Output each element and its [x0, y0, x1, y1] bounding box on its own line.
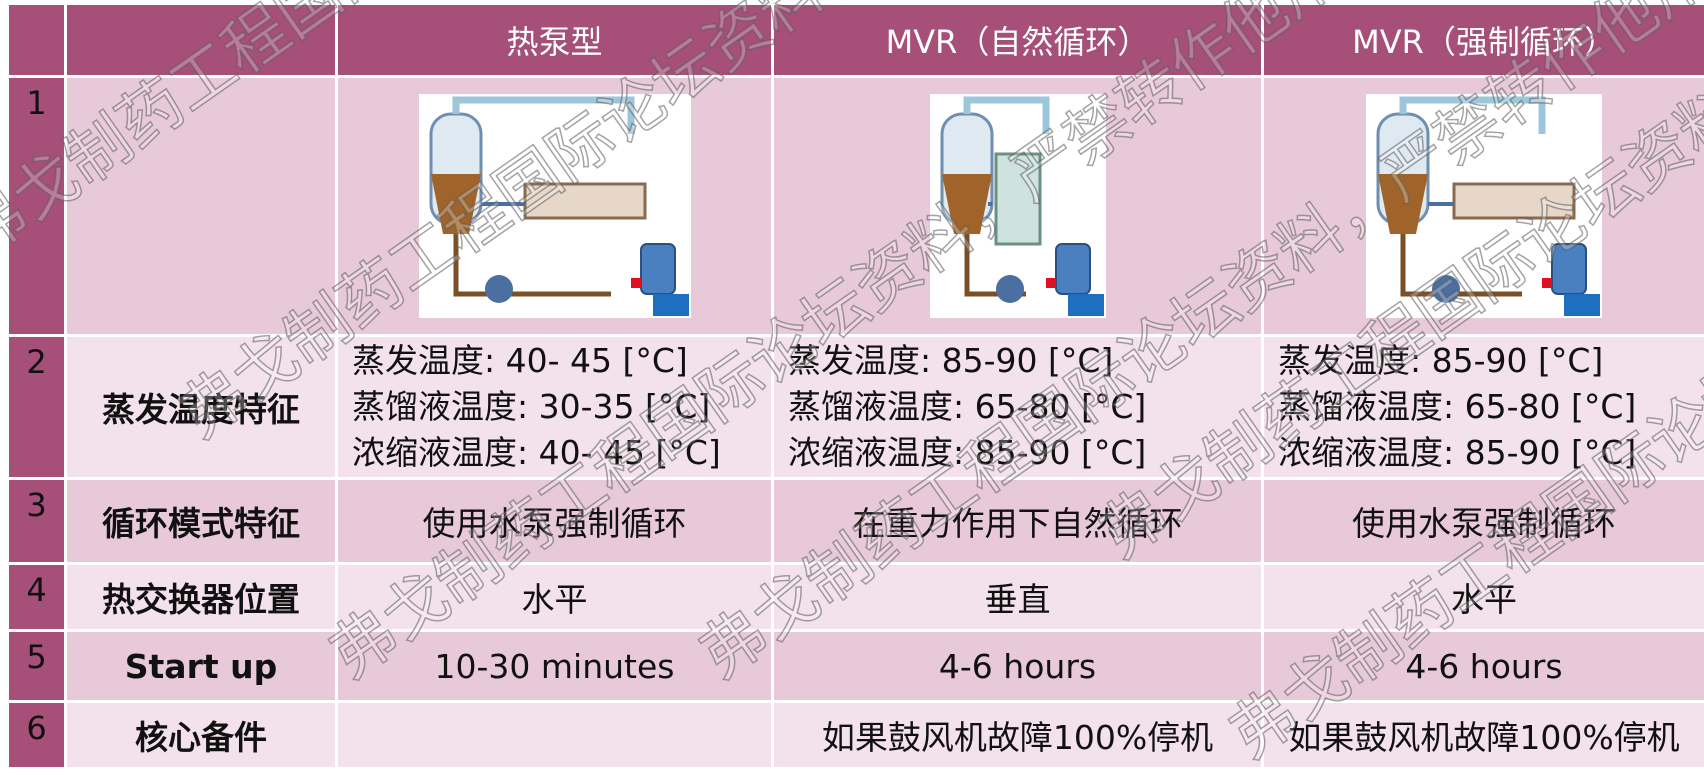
cell-line: 蒸发温度: 85-90 [°C] [1278, 341, 1604, 380]
row-number: 1 [9, 78, 64, 334]
corner-cell [9, 5, 64, 75]
comparison-table: 热泵型 MVR（自然循环） MVR（强制循环） 1 2 蒸发温度特征 蒸发温度: 40- … [9, 5, 1704, 767]
table-cell: 在重力作用下自然循环 [774, 480, 1261, 562]
column-header: 热泵型 [338, 5, 771, 75]
image-cell [1264, 78, 1704, 334]
image-cell [338, 78, 771, 334]
row-number: 5 [9, 632, 64, 700]
table-cell: 使用水泵强制循环 [338, 480, 771, 562]
column-header: MVR（强制循环） [1264, 5, 1704, 75]
row-number: 6 [9, 703, 64, 767]
table-cell: 使用水泵强制循环 [1264, 480, 1704, 562]
process-diagram [418, 94, 691, 318]
row-label: 蒸发温度特征 [67, 337, 335, 477]
cell-line: 蒸发温度: 40- 45 [°C] [352, 341, 688, 380]
cell-line: 蒸馏液温度: 65-80 [°C] [788, 387, 1147, 426]
process-diagram [1366, 94, 1602, 318]
cell-line: 浓缩液温度: 85-90 [°C] [788, 433, 1147, 472]
row-label: 循环模式特征 [67, 480, 335, 562]
multi-line-cell: 蒸发温度: 85-90 [°C] 蒸馏液温度: 65-80 [°C] 浓缩液温度: … [774, 337, 1261, 477]
table-cell: 水平 [1264, 565, 1704, 629]
column-header: MVR（自然循环） [774, 5, 1261, 75]
cell-line: 蒸馏液温度: 30-35 [°C] [352, 387, 711, 426]
row-label [67, 78, 335, 334]
row-label: Start up [67, 632, 335, 700]
table-cell: 水平 [338, 565, 771, 629]
corner-cell [67, 5, 335, 75]
image-cell [774, 78, 1261, 334]
table-cell: 4-6 hours [1264, 632, 1704, 700]
table-cell: 如果鼓风机故障100%停机 [774, 703, 1261, 767]
table-cell: 4-6 hours [774, 632, 1261, 700]
table-cell: 垂直 [774, 565, 1261, 629]
process-diagram [929, 94, 1106, 318]
row-number: 2 [9, 337, 64, 477]
row-number: 3 [9, 480, 64, 562]
row-number: 4 [9, 565, 64, 629]
cell-line: 蒸发温度: 85-90 [°C] [788, 341, 1114, 380]
cell-line: 蒸馏液温度: 65-80 [°C] [1278, 387, 1637, 426]
table-cell [338, 703, 771, 767]
table-cell: 10-30 minutes [338, 632, 771, 700]
row-label: 核心备件 [67, 703, 335, 767]
multi-line-cell: 蒸发温度: 40- 45 [°C] 蒸馏液温度: 30-35 [°C] 浓缩液温度:… [338, 337, 771, 477]
multi-line-cell: 蒸发温度: 85-90 [°C] 蒸馏液温度: 65-80 [°C] 浓缩液温度: … [1264, 337, 1704, 477]
row-label: 热交换器位置 [67, 565, 335, 629]
table-cell: 如果鼓风机故障100%停机 [1264, 703, 1704, 767]
cell-line: 浓缩液温度: 85-90 [°C] [1278, 433, 1637, 472]
cell-line: 浓缩液温度: 40- 45 [°C] [352, 433, 721, 472]
